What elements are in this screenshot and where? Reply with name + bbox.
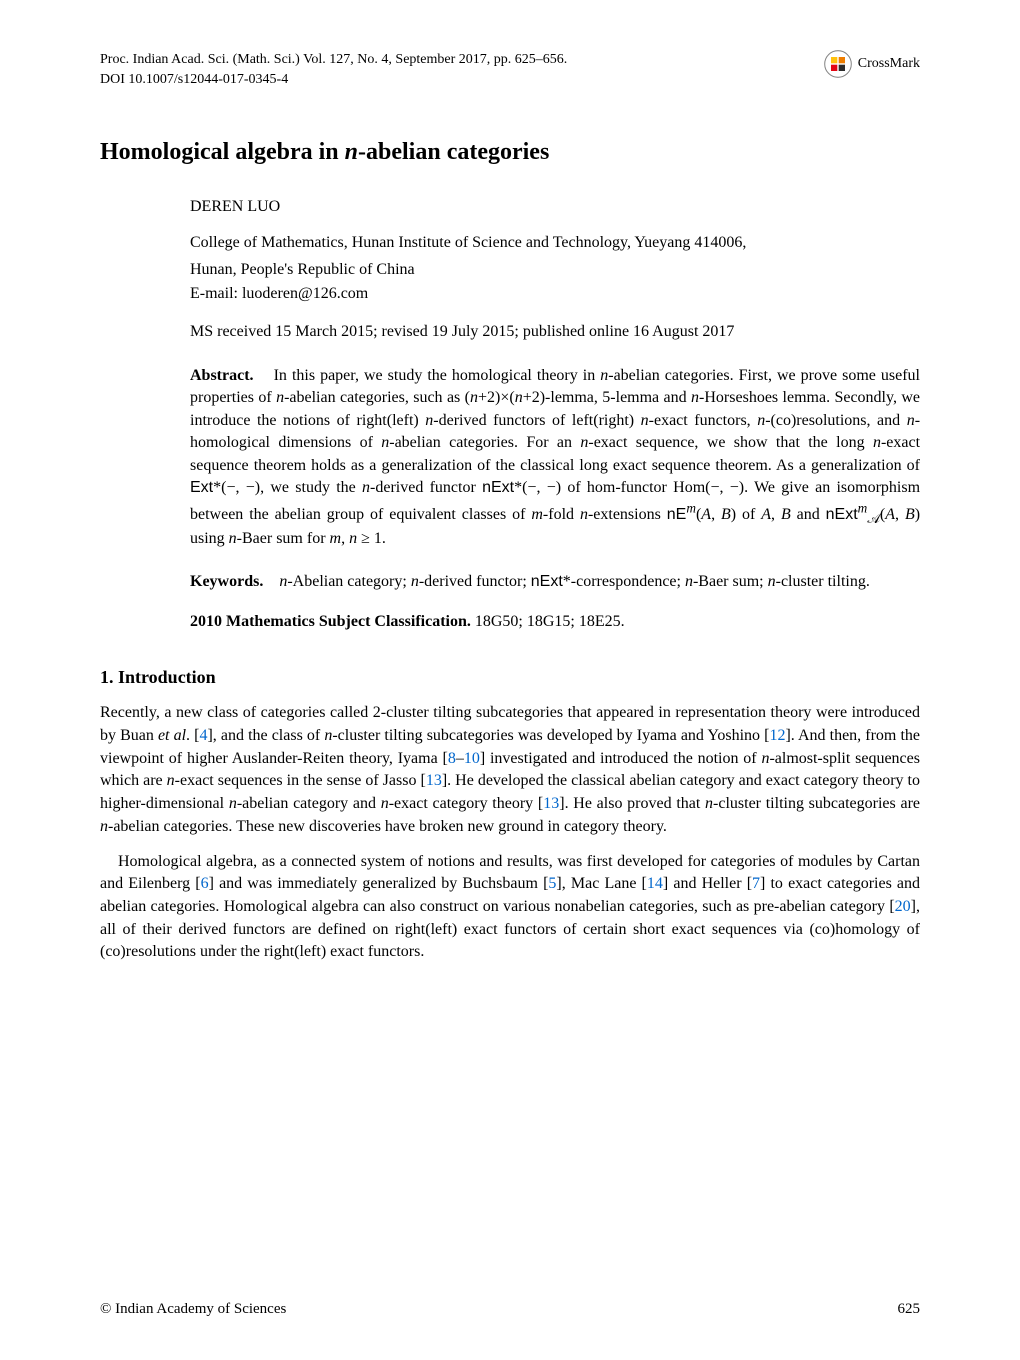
cite-20[interactable]: 20 [895,898,911,915]
p1-n3: n [167,772,175,789]
p1-n5: n [381,795,389,812]
author-name: DEREN LUO [190,198,920,216]
journal-citation: Proc. Indian Acad. Sci. (Math. Sci.) Vol… [100,50,567,70]
page-number: 625 [898,1301,921,1318]
author-block: DEREN LUO College of Mathematics, Hunan … [190,198,920,341]
article-title: Homological algebra in n-abelian categor… [100,139,920,166]
p1-n6: n [705,795,713,812]
cite-13b[interactable]: 13 [543,795,559,812]
p1-t22: -exact category theory [ [389,795,544,812]
cite-6[interactable]: 6 [201,875,209,892]
manuscript-dates: MS received 15 March 2015; revised 19 Ju… [190,323,920,341]
cite-12[interactable]: 12 [769,727,785,744]
intro-para-2: Homological algebra, as a connected syst… [100,851,920,965]
p2-t4: ], Mac Lane [ [556,875,646,892]
abstract-label: Abstract. [190,367,254,384]
crossmark-text: CrossMark [858,56,920,72]
msc-block: 2010 Mathematics Subject Classification.… [190,613,920,631]
p1-t16: -exact sequences in the sense of Jasso [ [175,772,426,789]
journal-info: Proc. Indian Acad. Sci. (Math. Sci.) Vol… [100,50,567,89]
p1-t26: -cluster tilting subcategories are [713,795,920,812]
abstract-text: In this paper, we study the homological … [190,367,920,548]
cite-7[interactable]: 7 [752,875,760,892]
p1-t20: -abelian category and [237,795,381,812]
p1-t2: . [ [186,727,199,744]
section-1-heading: 1. Introduction [100,667,920,688]
cite-8[interactable]: 8 [448,750,456,767]
header-row: Proc. Indian Acad. Sci. (Math. Sci.) Vol… [100,50,920,89]
p1-dash: – [456,750,464,767]
copyright: © Indian Academy of Sciences [100,1301,286,1318]
p1-t28: -abelian categories. These new discoveri… [108,818,667,835]
title-suffix: -abelian categories [358,139,549,165]
keywords-text: n-Abelian category; n-derived functor; n… [263,573,870,590]
title-prefix: Homological algebra in [100,139,345,165]
p1-n7: n [100,818,108,835]
footer-row: © Indian Academy of Sciences 625 [100,1301,920,1318]
intro-para-1: Recently, a new class of categories call… [100,702,920,838]
keywords-label: Keywords. [190,573,263,590]
affiliation-line2: Hunan, People's Republic of China [190,259,920,281]
msc-text: 18G50; 18G15; 18E25. [471,613,625,630]
abstract-block: Abstract. In this paper, we study the ho… [190,365,920,551]
keywords-block: Keywords. n-Abelian category; n-derived … [190,571,920,593]
p1-etal: et al [158,727,186,744]
p1-n4: n [229,795,237,812]
author-email: E-mail: luoderen@126.com [190,285,920,303]
p2-t6: ] and Heller [ [663,875,752,892]
affiliation-line1: College of Mathematics, Hunan Institute … [190,232,920,254]
p1-t6: -cluster tilting subcategories was devel… [332,727,769,744]
p1-t12: ] investigated and introduced the notion… [480,750,762,767]
doi: DOI 10.1007/s12044-017-0345-4 [100,70,567,90]
p2-t2: ] and was immediately generalized by Buc… [209,875,549,892]
crossmark-icon [824,50,852,78]
cite-10[interactable]: 10 [464,750,480,767]
p1-t24: ]. He also proved that [559,795,705,812]
msc-label: 2010 Mathematics Subject Classification. [190,613,471,630]
crossmark-badge[interactable]: CrossMark [824,50,920,78]
cite-14[interactable]: 14 [647,875,663,892]
p1-t4: ], and the class of [207,727,324,744]
cite-13a[interactable]: 13 [426,772,442,789]
title-var-n: n [345,139,358,165]
